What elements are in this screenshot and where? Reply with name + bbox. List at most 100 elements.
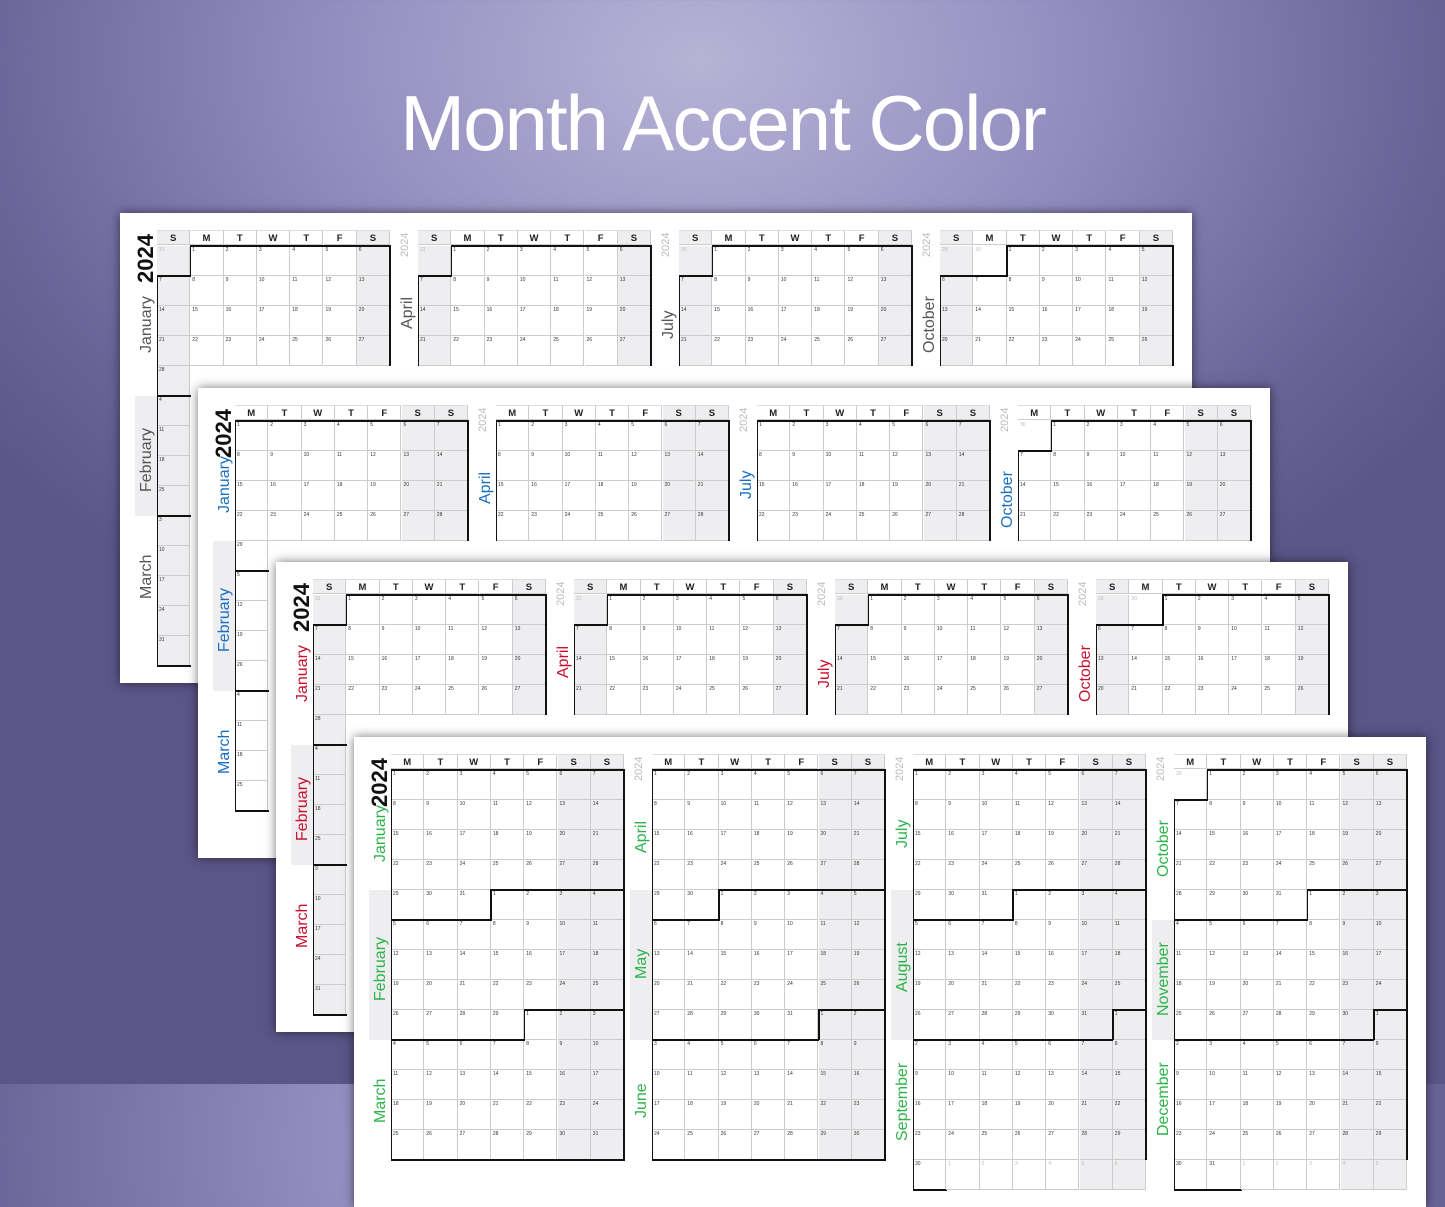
weekday-header: T — [223, 230, 257, 245]
weekday-header: T — [490, 754, 525, 769]
day-cell: 6 — [1096, 625, 1130, 655]
month-border — [490, 1039, 526, 1041]
month-border — [524, 1159, 559, 1161]
day-cell: 18 — [446, 655, 480, 685]
month-border — [156, 395, 159, 426]
month-border — [911, 305, 913, 336]
weekday-header: T — [424, 754, 458, 769]
day-cell: 29 — [391, 890, 425, 920]
month-border — [524, 1009, 559, 1011]
month-border — [778, 245, 814, 247]
day-cell: 5 — [845, 246, 879, 276]
month-border — [912, 979, 915, 1010]
day-cell: 16 — [1174, 1100, 1208, 1130]
month-border — [1273, 919, 1309, 921]
day-cell: 5 — [584, 246, 618, 276]
day-cell: 21 — [418, 336, 452, 366]
month-border — [884, 1099, 886, 1130]
weekday-header: M — [346, 579, 380, 594]
month-label: February — [372, 936, 389, 1001]
day-cell: 6 — [751, 1040, 786, 1070]
day-cell: 26 — [323, 336, 357, 366]
day-cell: 13 — [751, 1070, 786, 1100]
weekday-header: S — [695, 405, 730, 420]
month-border — [1145, 829, 1147, 860]
weekday-header: T — [529, 405, 563, 420]
day-cell: 19 — [1273, 1100, 1308, 1130]
month-border — [517, 245, 553, 247]
month-border — [884, 949, 886, 980]
day-cell: 4 — [1046, 1160, 1080, 1190]
day-cell: 22 — [490, 980, 525, 1010]
month-border — [1406, 949, 1408, 980]
month-border — [1195, 594, 1231, 596]
day-cell: 5 — [1207, 920, 1241, 950]
day-cell: 18 — [313, 805, 347, 835]
day-cell: 18 — [334, 481, 369, 511]
day-cell: 3 — [1079, 890, 1113, 920]
day-cell: 4 — [595, 421, 630, 451]
month-border — [1050, 420, 1053, 451]
day-cell: 11 — [157, 426, 191, 456]
weekday-header: T — [707, 579, 741, 594]
month-border — [234, 420, 237, 451]
day-cell: 27 — [1307, 1130, 1341, 1160]
month-border — [913, 769, 948, 771]
day-cell: 7 — [1112, 770, 1147, 800]
day-cell: 20 — [923, 481, 957, 511]
month-border — [573, 654, 576, 685]
weekday-header: M — [391, 754, 425, 769]
day-cell: 30 — [1174, 1160, 1208, 1190]
month-label: February — [216, 587, 233, 652]
day-cell: 26 — [235, 661, 269, 691]
day-cell: 30 — [679, 246, 713, 276]
day-cell: 2 — [851, 1010, 886, 1040]
month-border — [884, 1129, 886, 1160]
month-border — [1173, 1099, 1176, 1130]
day-cell: 18 — [595, 481, 630, 511]
day-cell: 8 — [346, 625, 380, 655]
month-border — [751, 1039, 787, 1041]
month-border — [1012, 889, 1014, 920]
month-border — [1207, 1189, 1242, 1191]
month-border — [650, 335, 652, 366]
day-cell: 9 — [529, 451, 563, 481]
month-border — [1240, 1039, 1275, 1041]
month-border — [156, 605, 159, 636]
day-cell: 27 — [652, 1010, 686, 1040]
weekday-header: W — [778, 230, 813, 245]
month-border — [912, 1039, 915, 1070]
day-cell: 11 — [818, 920, 852, 950]
day-cell: 25 — [856, 511, 891, 541]
day-cell: 21 — [574, 685, 608, 715]
day-cell: 10 — [1273, 800, 1308, 830]
month-border — [913, 1189, 948, 1191]
day-cell: 3 — [517, 246, 552, 276]
day-cell: 4 — [551, 246, 585, 276]
weekday-header: S — [617, 230, 652, 245]
month-border — [418, 275, 453, 277]
day-cell: 12 — [368, 451, 402, 481]
month-border — [1145, 1099, 1147, 1130]
day-cell: 26 — [1295, 685, 1330, 715]
month-border — [356, 245, 392, 247]
month-border — [1162, 594, 1197, 596]
day-cell: 25 — [1151, 511, 1185, 541]
day-cell: 10 — [934, 625, 969, 655]
day-cell: 25 — [334, 511, 369, 541]
day-cell: 23 — [790, 511, 824, 541]
month-border — [1172, 245, 1174, 276]
month-border — [912, 799, 915, 830]
month-border — [495, 480, 498, 511]
weekday-header: M — [235, 405, 269, 420]
month-border — [757, 420, 792, 422]
day-cell: 15 — [712, 306, 746, 336]
weekday-header: S — [851, 754, 886, 769]
weekday-header: S — [401, 405, 435, 420]
weekday-header: S — [1184, 405, 1218, 420]
month-border — [1173, 1009, 1176, 1040]
month-border — [979, 919, 1014, 921]
month-border — [884, 1069, 886, 1100]
month-border — [1250, 480, 1252, 511]
weekday-header: S — [818, 754, 852, 769]
